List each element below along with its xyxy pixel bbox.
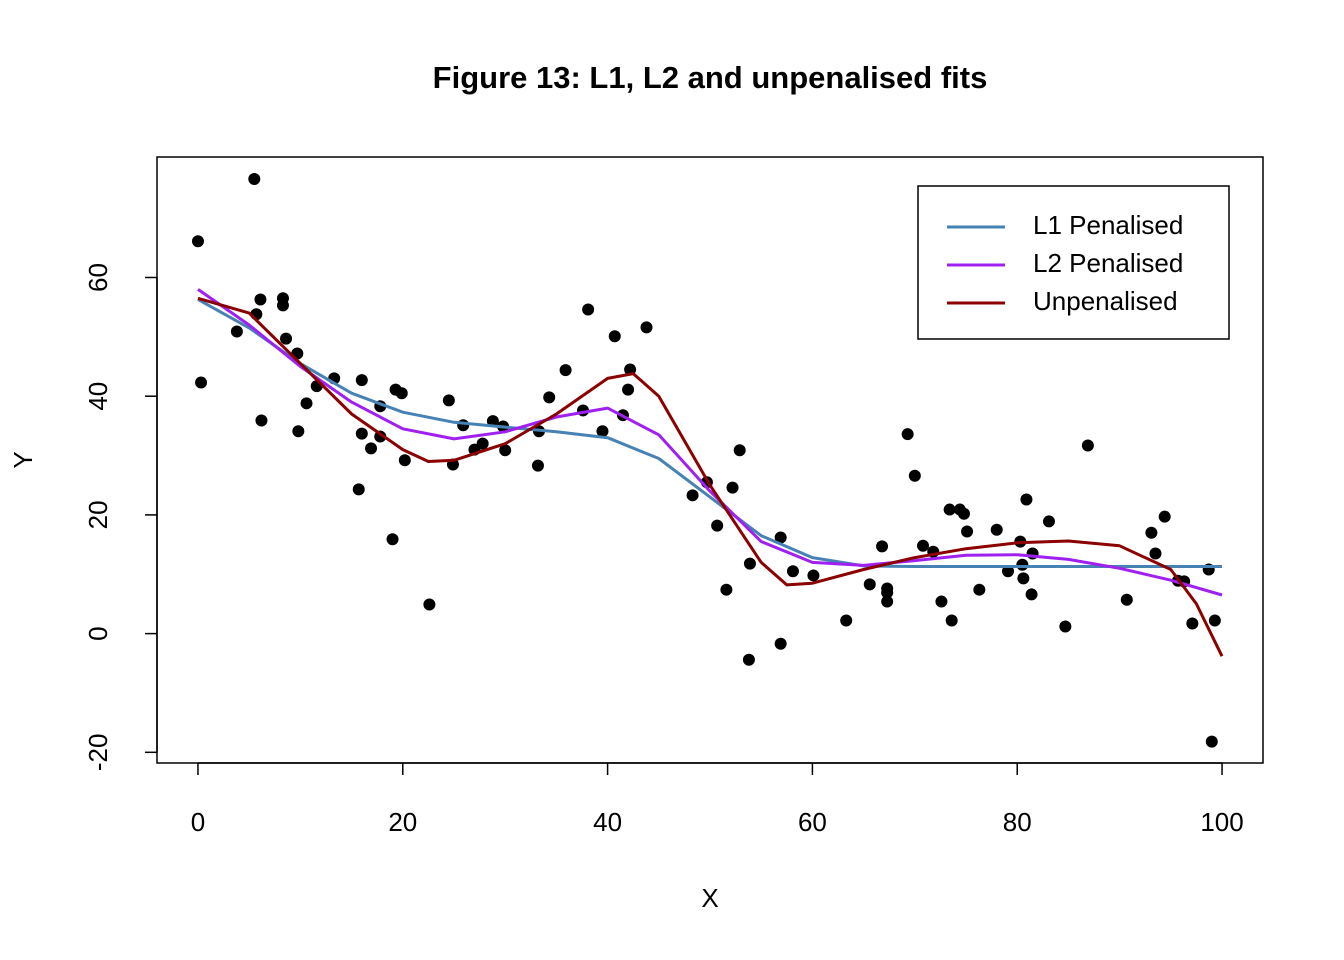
data-point [901, 428, 914, 441]
data-point [476, 437, 489, 450]
fit-line [197, 288, 1223, 597]
x-tick-label: 100 [1200, 807, 1243, 837]
y-tick-label: 60 [83, 263, 113, 292]
x-tick-label: 60 [798, 807, 827, 837]
legend-label: Unpenalised [1033, 286, 1178, 316]
data-point [935, 595, 948, 608]
data-point [622, 383, 635, 396]
data-point [686, 489, 699, 502]
data-point [255, 414, 268, 427]
data-point [1017, 572, 1030, 585]
data-point [943, 503, 956, 516]
data-point [1186, 617, 1199, 630]
data-point [457, 419, 470, 432]
data-point [355, 374, 368, 387]
data-point [1149, 547, 1162, 560]
data-point [596, 425, 609, 438]
data-point [195, 376, 208, 389]
data-point [1042, 515, 1055, 528]
fit-line [197, 296, 1224, 657]
legend-label: L2 Penalised [1033, 248, 1183, 278]
data-point [608, 330, 621, 343]
data-point [1208, 614, 1221, 627]
legend-label: L1 Penalised [1033, 210, 1183, 240]
data-point [742, 653, 755, 666]
data-point [248, 172, 261, 185]
data-point [961, 525, 974, 538]
data-point [908, 469, 921, 482]
data-point [1145, 526, 1158, 539]
y-tick-label: 40 [83, 382, 113, 411]
data-point [1158, 510, 1171, 523]
data-point [191, 235, 204, 248]
data-point [1205, 735, 1218, 748]
data-point [733, 444, 746, 457]
data-point [881, 595, 894, 608]
data-point [486, 415, 499, 428]
data-point [254, 293, 267, 306]
data-point [276, 299, 289, 312]
data-point [990, 523, 1003, 536]
data-point [774, 637, 787, 650]
chart-title: Figure 13: L1, L2 and unpenalised fits [433, 60, 988, 95]
data-point [807, 569, 820, 582]
y-tick-label: 20 [83, 500, 113, 529]
x-axis-label: X [701, 883, 718, 913]
data-point [1016, 558, 1029, 571]
x-tick-label: 20 [388, 807, 417, 837]
data-point [292, 425, 305, 438]
x-tick-label: 40 [593, 807, 622, 837]
data-point [499, 444, 512, 457]
data-point [355, 427, 368, 440]
data-point [973, 583, 986, 596]
data-point [300, 397, 313, 410]
data-point [1025, 588, 1038, 601]
data-point [917, 539, 930, 552]
data-point [423, 598, 436, 611]
data-point [945, 614, 958, 627]
legend-box [917, 185, 1230, 340]
data-point [863, 578, 876, 591]
data-point [1020, 493, 1033, 506]
data-point [386, 533, 399, 546]
y-tick-label: -20 [83, 734, 113, 772]
data-point [640, 321, 653, 334]
y-axis-label: Y [8, 451, 38, 468]
data-point [1120, 593, 1133, 606]
x-tick-label: 80 [1003, 807, 1032, 837]
data-point [559, 364, 572, 377]
data-point [743, 557, 756, 570]
data-point [531, 459, 544, 472]
fit-line [197, 298, 1222, 568]
data-point [774, 531, 787, 544]
data-point [711, 519, 724, 532]
data-point [720, 583, 733, 596]
data-point [881, 586, 894, 599]
data-point [230, 325, 243, 338]
data-point [352, 483, 365, 496]
data-point [876, 540, 889, 553]
data-point [398, 454, 411, 467]
data-point [1059, 620, 1072, 633]
data-point [1081, 439, 1094, 452]
data-point [280, 332, 293, 345]
data-point [786, 565, 799, 578]
data-point [543, 391, 556, 404]
data-point [1002, 565, 1015, 578]
data-point [840, 614, 853, 627]
y-tick-label: 0 [83, 626, 113, 640]
data-point [582, 303, 595, 316]
data-point [395, 387, 408, 400]
data-point [726, 481, 739, 494]
data-point [957, 507, 970, 520]
x-tick-label: 0 [191, 807, 205, 837]
data-point [442, 394, 455, 407]
data-point [365, 442, 378, 455]
